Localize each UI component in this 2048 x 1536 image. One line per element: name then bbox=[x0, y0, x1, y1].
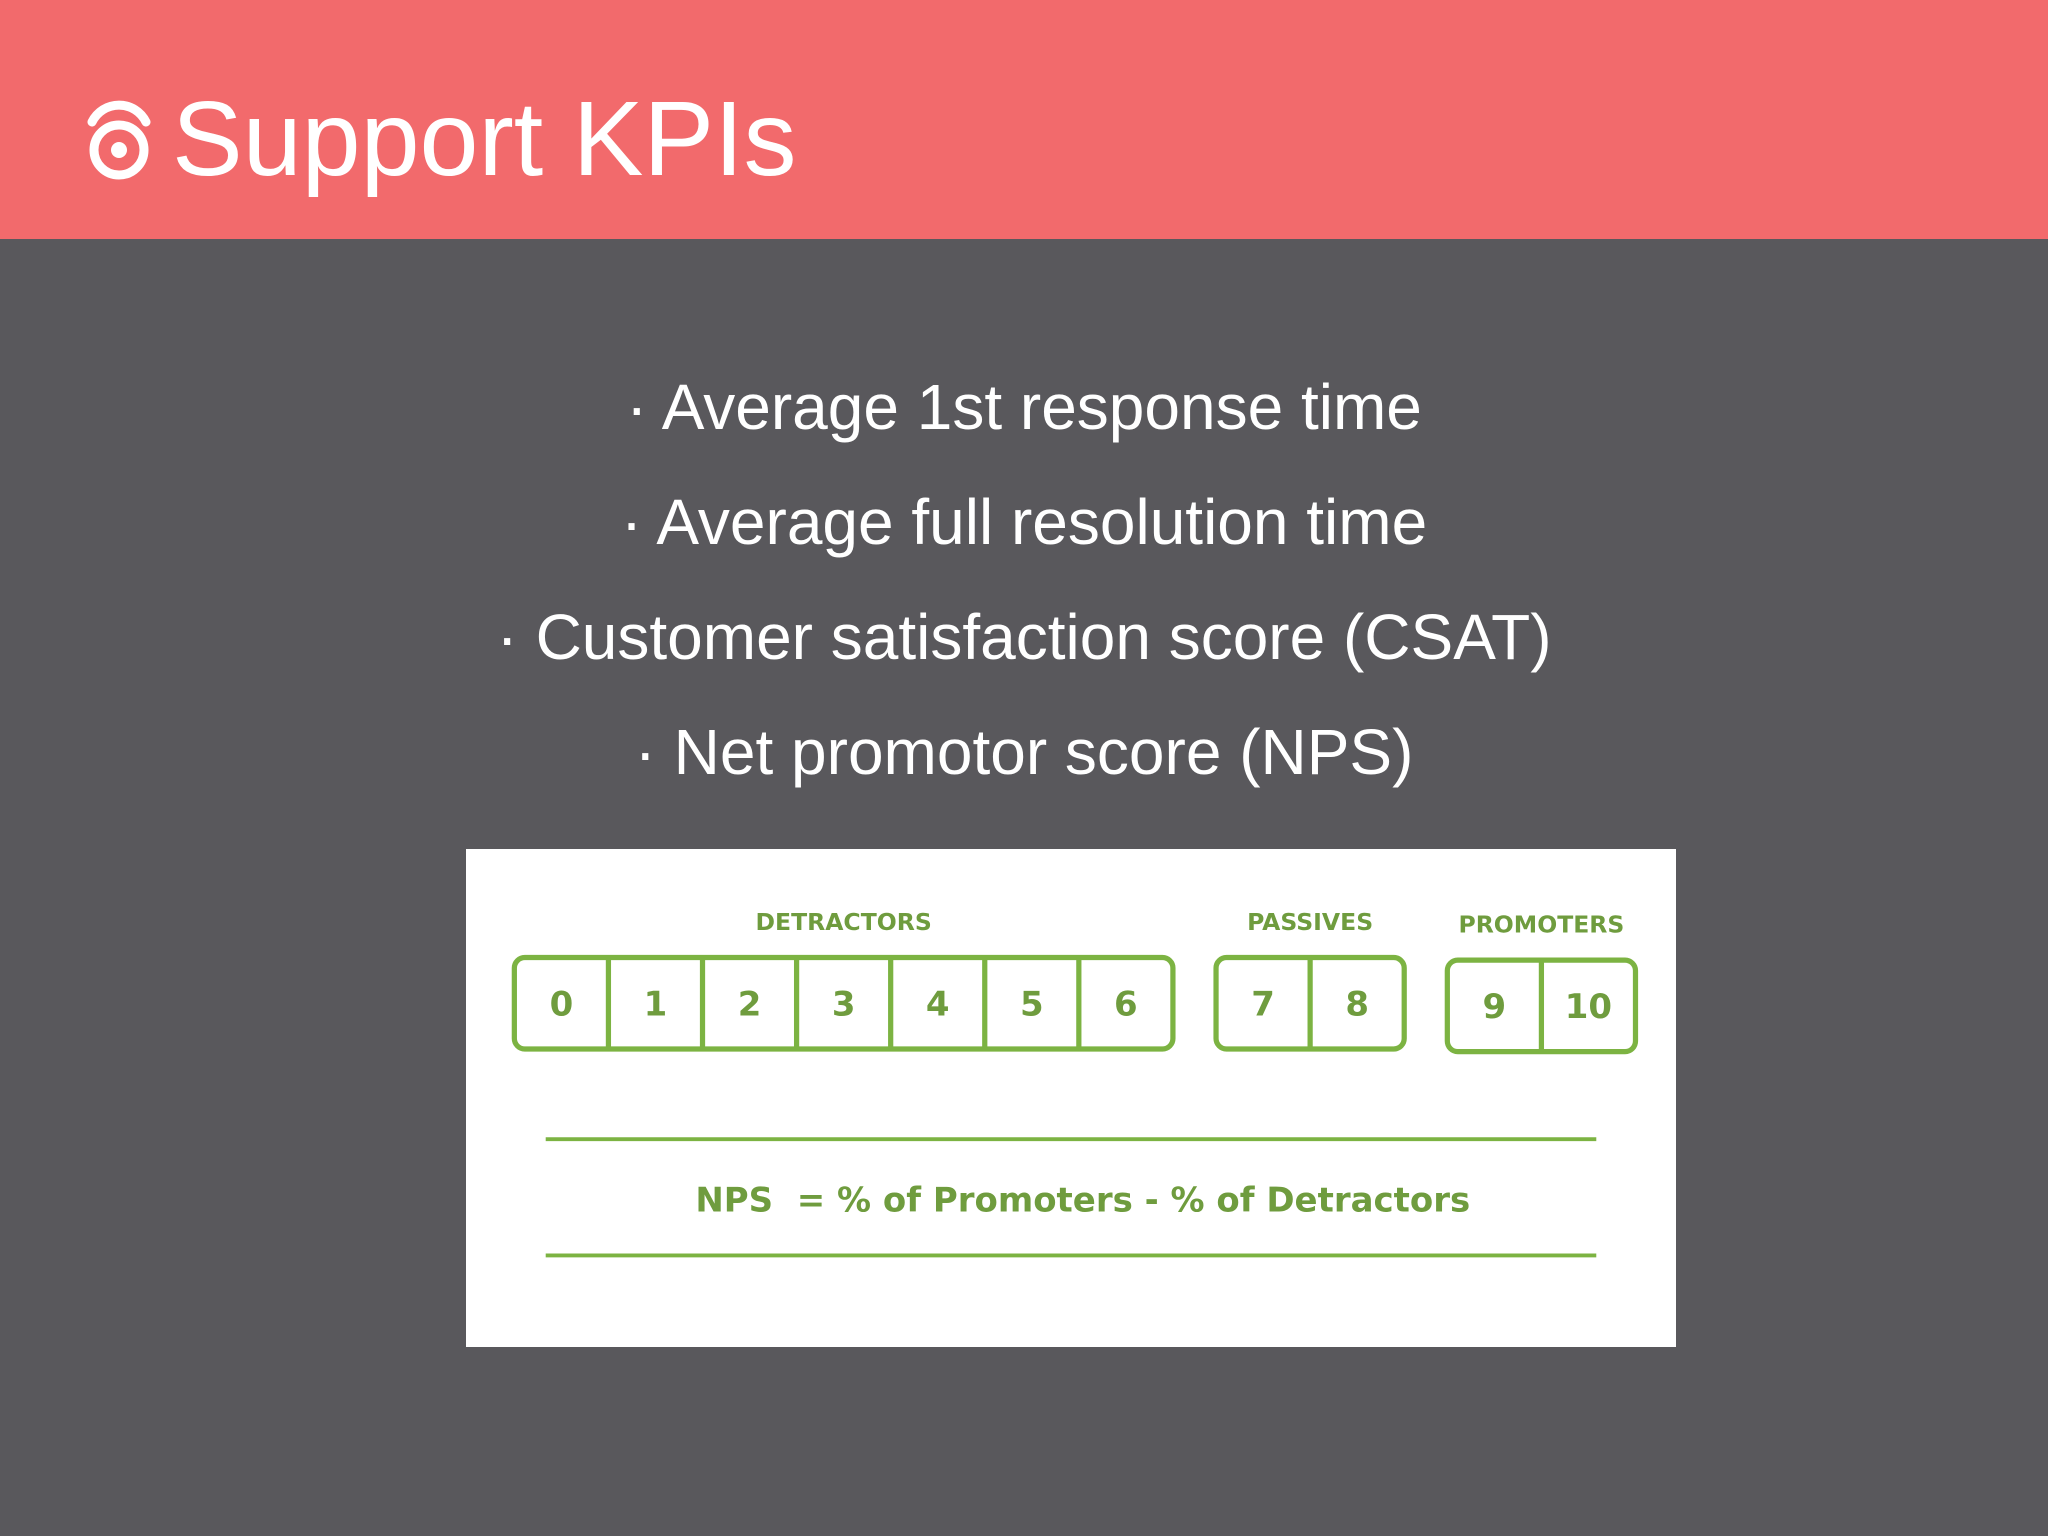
score-label: 8 bbox=[1345, 984, 1369, 1024]
bullet-list: · Average 1st response time · Average ful… bbox=[0, 350, 2048, 810]
score-label: 3 bbox=[832, 984, 856, 1024]
score-label: 9 bbox=[1483, 987, 1507, 1027]
score-label: 1 bbox=[644, 984, 668, 1024]
score-label: 4 bbox=[926, 984, 950, 1024]
slide-title: Support KPIs bbox=[172, 80, 797, 198]
score-label: 10 bbox=[1565, 987, 1612, 1027]
logo-icon bbox=[87, 100, 151, 180]
score-label: 6 bbox=[1114, 984, 1138, 1024]
group-label: DETRACTORS bbox=[756, 908, 932, 936]
bullet-item: · Average full resolution time bbox=[620, 486, 1428, 558]
score-label: 0 bbox=[550, 984, 574, 1024]
nps-graphic: NPS = % of Promoters - % of Detractors D… bbox=[466, 849, 1676, 1347]
group-label: PASSIVES bbox=[1247, 908, 1373, 936]
header-bar: Support KPIs bbox=[0, 0, 2048, 239]
score-label: 7 bbox=[1251, 984, 1275, 1024]
nps-diagram: NPS = % of Promoters - % of Detractors D… bbox=[511, 908, 1639, 1258]
nps-formula: NPS = % of Promoters - % of Detractors bbox=[695, 1180, 1470, 1220]
score-label: 5 bbox=[1020, 984, 1044, 1024]
score-group-box bbox=[511, 954, 1176, 1052]
bullet-item: · Net promotor score (NPS) bbox=[634, 716, 1414, 788]
group-label: PROMOTERS bbox=[1458, 911, 1624, 939]
score-label: 2 bbox=[738, 984, 762, 1024]
bullet-item: · Customer satisfaction score (CSAT) bbox=[496, 601, 1552, 673]
bullet-item: · Average 1st response time bbox=[626, 371, 1422, 443]
